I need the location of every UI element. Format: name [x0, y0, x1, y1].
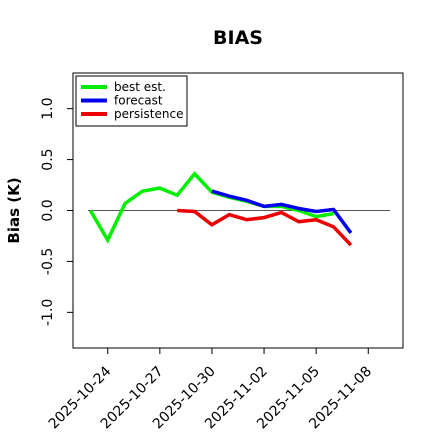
y-axis: -1.0 -0.5 0.0 0.5 1.0: [40, 98, 73, 326]
legend-label: persistence: [114, 107, 183, 121]
series-lines: [88, 171, 353, 247]
x-axis: 2025-10-242025-10-272025-10-302025-11-02…: [46, 348, 375, 432]
y-tick-label: -0.5: [40, 248, 56, 275]
legend-label: best est.: [114, 80, 166, 94]
y-tick-label: 0.5: [40, 148, 56, 170]
legend-label: forecast: [114, 94, 163, 108]
y-tick-label: -1.0: [40, 299, 56, 326]
y-axis-label: Bias (K): [5, 177, 23, 243]
chart-title: BIAS: [213, 27, 263, 49]
y-tick-label: 0.0: [40, 199, 56, 221]
series-line-forecast: [211, 189, 353, 234]
y-tick-label: 1.0: [40, 98, 56, 120]
series-line-persistence: [177, 208, 353, 247]
